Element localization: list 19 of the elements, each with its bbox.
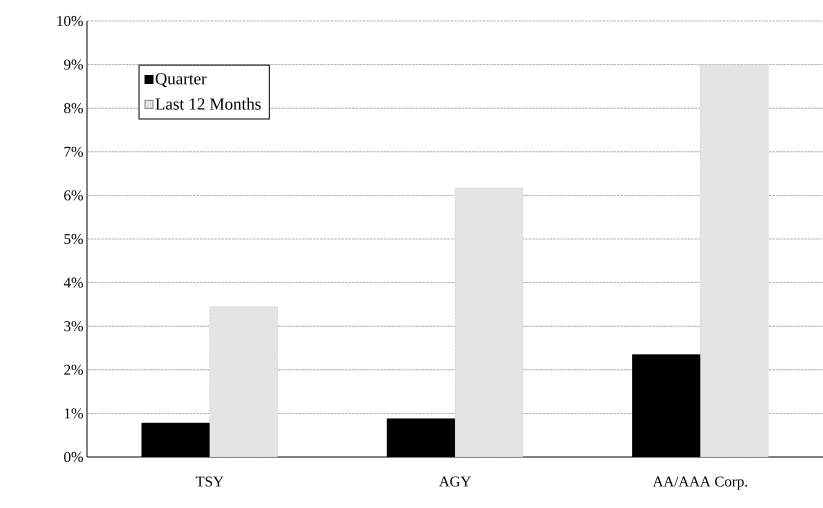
y-tick-label: 8% [64, 103, 83, 114]
y-tick-label: 4% [64, 278, 83, 288]
y-tick-label: 10% [57, 16, 83, 26]
y-tick-label: 0% [64, 452, 83, 462]
y-tick-label: 2% [64, 364, 83, 375]
y-tick-label: 3% [64, 321, 83, 332]
y-tick-label: 7% [64, 146, 83, 157]
legend-label: Last 12 Months [156, 98, 261, 110]
x-tick-label: AGY [438, 476, 471, 487]
x-tick-label: AA/AAA Corp. [652, 476, 748, 490]
bar [209, 306, 278, 458]
bar [700, 64, 769, 458]
x-tick-label: TSY [196, 476, 224, 487]
y-tick-label: 9% [64, 60, 83, 70]
y-tick-label: 6% [64, 190, 83, 200]
legend-label: Quarter [156, 73, 207, 88]
y-tick-label: 5% [64, 234, 83, 244]
y-tick-label: 1% [64, 408, 83, 418]
bar [454, 188, 524, 458]
